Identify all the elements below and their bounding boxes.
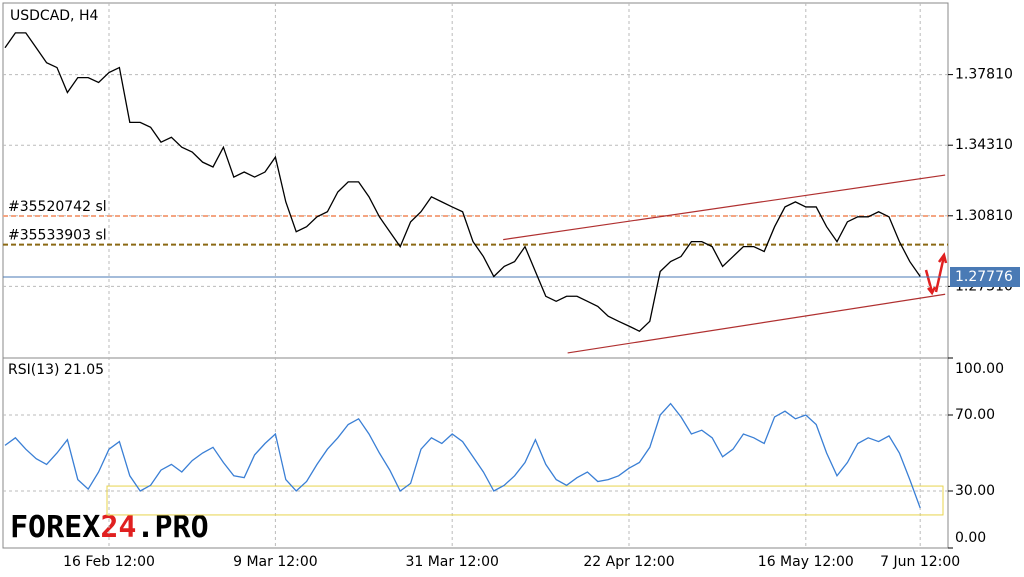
channel-line xyxy=(503,174,946,241)
current-price-label: 1.27776 xyxy=(955,269,1013,285)
series-line xyxy=(4,32,921,332)
series-line xyxy=(4,402,921,509)
x-tick-label: 7 Jun 12:00 xyxy=(880,554,960,570)
level-label: #35520742 sl xyxy=(8,199,107,215)
rsi-title: RSI(13) 21.05 xyxy=(8,362,104,378)
x-tick-label: 16 Feb 12:00 xyxy=(63,554,155,570)
arrows xyxy=(924,252,948,296)
y-tick-label: 0.00 xyxy=(955,530,986,546)
x-tick-label: 16 May 12:00 xyxy=(758,554,854,570)
y-tick-label: 30.00 xyxy=(955,483,995,499)
x-tick-label: 31 Mar 12:00 xyxy=(405,554,498,570)
level-label: #35533903 sl xyxy=(8,228,107,244)
rsi-band xyxy=(106,485,944,516)
channel-line xyxy=(567,293,946,354)
x-tick-label: 9 Mar 12:00 xyxy=(233,554,318,570)
current-price-box xyxy=(950,266,1020,287)
logo-a: FOREX xyxy=(10,510,100,545)
x-tick-label: 22 Apr 12:00 xyxy=(583,554,674,570)
y-tick-label: 1.37810 xyxy=(955,67,1013,83)
y-tick-label: 100.00 xyxy=(955,361,1004,377)
y-tick-label: 1.34310 xyxy=(955,137,1013,153)
chart-title: USDCAD, H4 xyxy=(10,8,98,24)
y-tick-label: 70.00 xyxy=(955,407,995,423)
rsi-frame xyxy=(2,357,949,549)
y-tick-label: 1.30810 xyxy=(955,208,1013,224)
